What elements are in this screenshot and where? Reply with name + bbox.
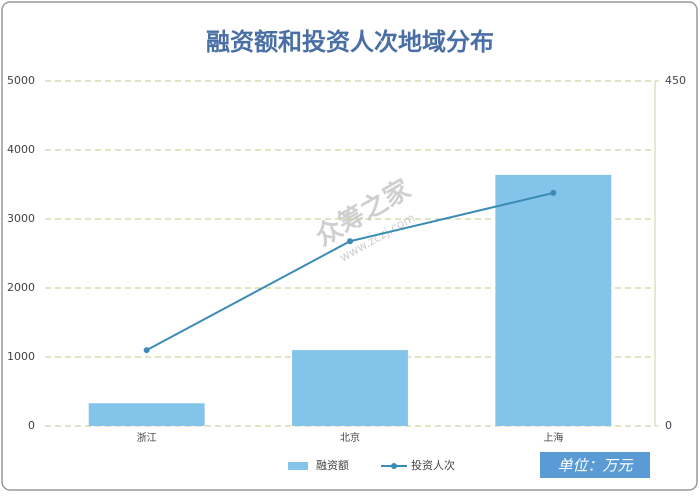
bar xyxy=(292,350,408,426)
x-tick-label: 上海 xyxy=(543,431,563,444)
x-tick-label: 北京 xyxy=(340,431,360,444)
line-point xyxy=(143,347,150,354)
y-tick-label: 2000 xyxy=(7,281,35,294)
line-point xyxy=(550,189,557,196)
legend-label: 融资额 xyxy=(316,459,349,472)
y-tick-label: 4000 xyxy=(7,143,35,156)
y-tick-label: 5000 xyxy=(7,74,35,87)
y-tick-label: 0 xyxy=(28,419,35,432)
legend-label: 投资人次 xyxy=(411,458,455,472)
y2-tick-label: 450 xyxy=(665,74,686,87)
unit-label: 单位：万元 xyxy=(557,457,633,475)
y-tick-label: 3000 xyxy=(7,212,35,225)
legend-swatch xyxy=(391,463,397,469)
line-point xyxy=(347,238,353,245)
x-tick-label: 浙江 xyxy=(137,432,157,444)
legend-swatch xyxy=(288,462,308,470)
y-tick-label: 1000 xyxy=(7,350,35,363)
y2-tick-label: 0 xyxy=(665,419,672,432)
unit-box xyxy=(540,452,650,478)
bar xyxy=(88,403,205,426)
chart-title: 融资额和投资人次地域分布 xyxy=(206,28,494,56)
bar xyxy=(495,174,612,426)
